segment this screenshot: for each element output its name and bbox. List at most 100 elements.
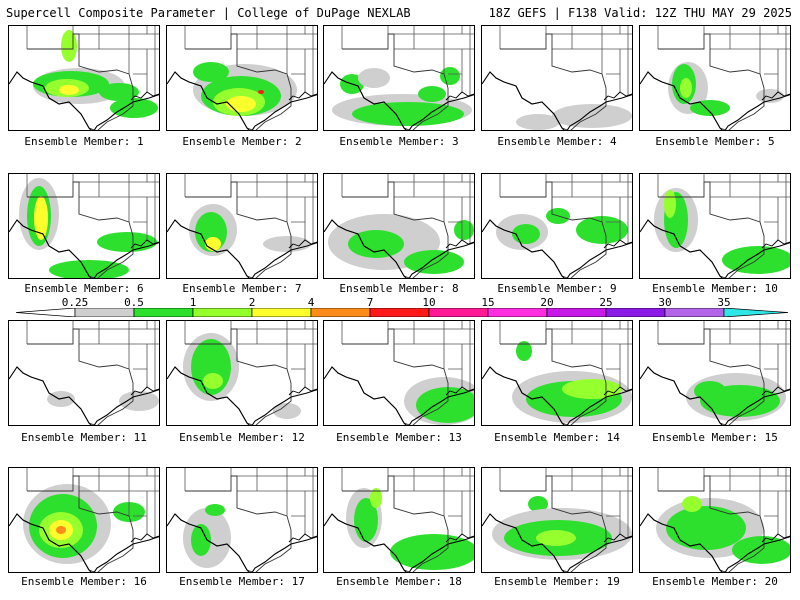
colorbar-segment	[74, 308, 135, 317]
colorbar-segment	[310, 308, 371, 317]
map-title: Supercell Composite Parameter | College …	[6, 6, 411, 20]
scp-contour-green	[418, 86, 446, 102]
panel-map-14	[482, 321, 632, 425]
scp-contour-yellow	[205, 237, 221, 251]
scp-contour-green	[690, 100, 730, 116]
ensemble-panel-4	[481, 25, 633, 131]
state-boundaries	[640, 26, 790, 130]
scp-contour-green	[404, 250, 464, 274]
panel-map-9	[482, 174, 632, 278]
ensemble-panel-14	[481, 320, 633, 426]
ensemble-member-label: Ensemble Member: 6	[24, 282, 144, 295]
scp-contour-gray	[358, 68, 390, 88]
state-boundaries	[482, 468, 632, 572]
state-boundaries	[324, 468, 474, 572]
scp-contour-gray	[273, 403, 301, 419]
ensemble-member-label: Ensemble Member: 15	[652, 431, 778, 444]
scp-contour-yellow	[59, 85, 79, 95]
ensemble-member-label: Ensemble Member: 2	[182, 135, 302, 148]
colorbar-segment-below-min	[16, 308, 76, 317]
panel-map-18	[324, 468, 474, 572]
ensemble-panel-8	[323, 173, 475, 279]
colorbar-segment	[664, 308, 725, 317]
scp-contour-green	[99, 83, 139, 101]
scp-contour-yellow	[226, 96, 256, 112]
ensemble-panel-13	[323, 320, 475, 426]
scp-contour-green	[97, 232, 157, 252]
scp-contour-green	[49, 260, 129, 278]
state-boundaries	[9, 174, 159, 278]
scp-contour-green	[454, 220, 474, 240]
state-boundaries	[324, 174, 474, 278]
ensemble-panel-6	[8, 173, 160, 279]
colorbar-segment	[487, 308, 548, 317]
colorbar-tick-label: 7	[366, 296, 374, 309]
ensemble-member-label: Ensemble Member: 3	[339, 135, 459, 148]
scp-contour-green	[516, 341, 532, 361]
scp-contour-lime	[664, 190, 676, 218]
ensemble-member-label: Ensemble Member: 12	[179, 431, 305, 444]
panel-map-8	[324, 174, 474, 278]
scp-contour-lime	[370, 488, 382, 508]
scp-contour-lime	[536, 530, 576, 546]
ensemble-member-label: Ensemble Member: 18	[336, 575, 462, 588]
colorbar-tick-label: 25	[599, 296, 613, 309]
ensemble-member-label: Ensemble Member: 4	[497, 135, 617, 148]
panel-map-17	[167, 468, 317, 572]
ensemble-panel-18	[323, 467, 475, 573]
colorbar-tick-label: 1	[189, 296, 197, 309]
scp-contour-green	[348, 230, 404, 258]
scp-contour-green	[666, 506, 746, 550]
state-boundaries	[640, 468, 790, 572]
scp-contour-green	[191, 524, 211, 556]
panel-map-1	[9, 26, 159, 130]
panel-map-6	[9, 174, 159, 278]
colorbar-segment	[428, 308, 489, 317]
colorbar-tick-label: 30	[658, 296, 672, 309]
ensemble-panel-5	[639, 25, 791, 131]
panel-map-12	[167, 321, 317, 425]
state-boundaries	[482, 26, 632, 130]
ensemble-panel-17	[166, 467, 318, 573]
scp-contour-green	[205, 504, 225, 516]
ensemble-panel-7	[166, 173, 318, 279]
ensemble-member-label: Ensemble Member: 10	[652, 282, 778, 295]
scp-contour-gray	[516, 114, 560, 130]
colorbar-segment	[192, 308, 253, 317]
ensemble-panel-10	[639, 173, 791, 279]
scp-contour-gray	[119, 391, 159, 411]
colorbar-tick-label: 35	[717, 296, 731, 309]
state-boundaries	[167, 26, 317, 130]
model-run-valid-time: 18Z GEFS | F138 Valid: 12Z THU MAY 29 20…	[488, 6, 792, 20]
ensemble-member-label: Ensemble Member: 9	[497, 282, 617, 295]
ensemble-panel-3	[323, 25, 475, 131]
scp-contour-lime	[682, 496, 702, 512]
scp-contour-green	[576, 216, 628, 244]
colorbar-tick-label: 15	[481, 296, 495, 309]
colorbar-tick-label: 20	[540, 296, 554, 309]
panel-map-20	[640, 468, 790, 572]
ensemble-member-label: Ensemble Member: 17	[179, 575, 305, 588]
ensemble-member-label: Ensemble Member: 20	[652, 575, 778, 588]
colorbar-segment	[133, 308, 194, 317]
state-boundaries	[324, 321, 474, 425]
ensemble-panel-15	[639, 320, 791, 426]
scp-contour-green	[694, 381, 726, 401]
panel-map-10	[640, 174, 790, 278]
scp-contour-lime	[562, 379, 622, 399]
panel-map-16	[9, 468, 159, 572]
ensemble-panel-11	[8, 320, 160, 426]
colorbar-segment-above-max	[723, 308, 788, 317]
ensemble-panel-16	[8, 467, 160, 573]
scp-contour-gray	[263, 236, 311, 252]
ensemble-member-label: Ensemble Member: 19	[494, 575, 620, 588]
colorbar-tick-label: 10	[422, 296, 436, 309]
state-boundaries	[324, 26, 474, 130]
scp-contour-green	[390, 534, 474, 570]
colorbar-tick-label: 2	[248, 296, 256, 309]
ensemble-panel-12	[166, 320, 318, 426]
scp-contour-green	[193, 62, 229, 82]
colorbar-tick-label: 4	[307, 296, 315, 309]
colorbar-tick-label: 0.5	[124, 296, 144, 309]
panel-map-4	[482, 26, 632, 130]
